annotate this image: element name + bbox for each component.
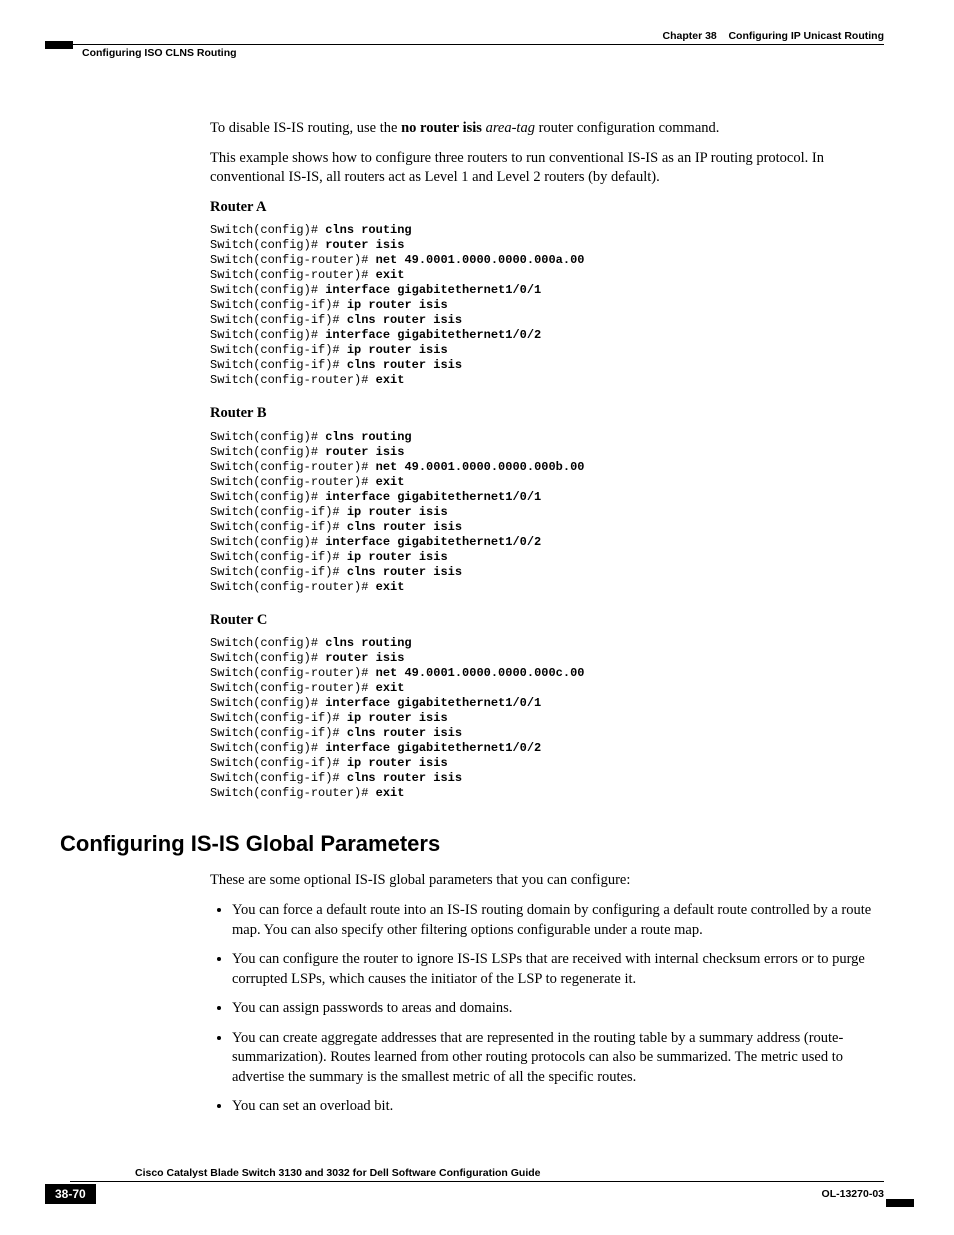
section-header: Configuring ISO CLNS Routing bbox=[70, 44, 884, 59]
router-c-heading: Router C bbox=[210, 611, 884, 631]
bullet-item: You can assign passwords to areas and do… bbox=[232, 999, 884, 1019]
doc-id: OL-13270-03 bbox=[822, 1188, 884, 1200]
p1-post: router configuration command. bbox=[535, 120, 719, 136]
bullet-item: You can create aggregate addresses that … bbox=[232, 1029, 884, 1088]
router-b-code: Switch(config)# clns routing Switch(conf… bbox=[210, 430, 884, 595]
page-header: Chapter 38 Configuring IP Unicast Routin… bbox=[70, 30, 884, 44]
page-number: 38-70 bbox=[45, 1184, 96, 1204]
section2-body: These are some optional IS-IS global par… bbox=[210, 871, 884, 1117]
bullet-list: You can force a default route into an IS… bbox=[210, 901, 884, 1117]
router-c-code: Switch(config)# clns routing Switch(conf… bbox=[210, 636, 884, 801]
router-b-heading: Router B bbox=[210, 404, 884, 424]
p1-bold: no router isis bbox=[401, 120, 485, 136]
body-content: To disable IS-IS routing, use the no rou… bbox=[210, 119, 884, 801]
bullet-item: You can set an overload bit. bbox=[232, 1097, 884, 1117]
section2-heading: Configuring IS-IS Global Parameters bbox=[60, 831, 884, 857]
chapter-label: Chapter 38 Configuring IP Unicast Routin… bbox=[663, 30, 885, 42]
section2-intro: These are some optional IS-IS global par… bbox=[210, 871, 884, 891]
intro-p1: To disable IS-IS routing, use the no rou… bbox=[210, 119, 884, 139]
router-a-code: Switch(config)# clns routing Switch(conf… bbox=[210, 223, 884, 388]
footer-row: 38-70 OL-13270-03 bbox=[70, 1184, 884, 1204]
footer-dash-icon bbox=[886, 1199, 914, 1207]
chapter-num: Chapter 38 bbox=[663, 30, 717, 42]
intro-p2: This example shows how to configure thre… bbox=[210, 149, 884, 188]
footer-book-title: Cisco Catalyst Blade Switch 3130 and 303… bbox=[70, 1167, 884, 1182]
router-a-heading: Router A bbox=[210, 198, 884, 218]
p1-italic: area-tag bbox=[486, 120, 535, 136]
bullet-item: You can configure the router to ignore I… bbox=[232, 950, 884, 989]
bullet-item: You can force a default route into an IS… bbox=[232, 901, 884, 940]
page-footer: Cisco Catalyst Blade Switch 3130 and 303… bbox=[70, 1167, 884, 1204]
page-container: Chapter 38 Configuring IP Unicast Routin… bbox=[0, 0, 954, 1234]
p1-pre: To disable IS-IS routing, use the bbox=[210, 120, 401, 136]
chapter-title: Configuring IP Unicast Routing bbox=[728, 30, 884, 42]
